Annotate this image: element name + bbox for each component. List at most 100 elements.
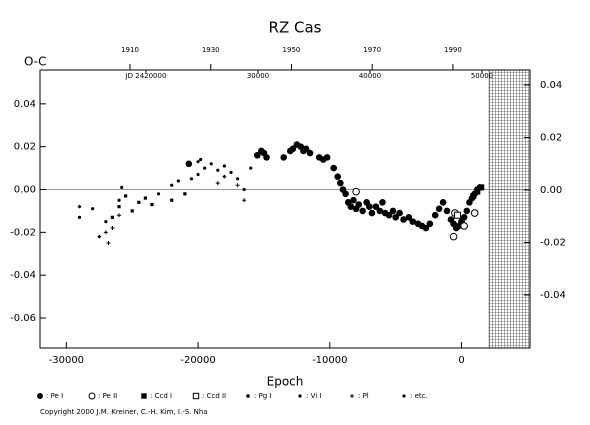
jd-tick-label: JD 2420000 [125,72,167,80]
year-tick-label: 1930 [202,46,220,54]
point [170,198,174,202]
y-tick-label: 0.04 [14,99,36,110]
point [209,162,213,166]
point [474,188,481,195]
year-tick-label: 1950 [283,46,301,54]
point [185,160,193,168]
chart-title: RZ Cas [269,19,322,37]
x-tick-label: -30000 [49,355,84,366]
point [254,151,261,159]
y2-tick-label: 0.02 [540,132,562,143]
point [306,149,314,157]
y-tick-label: 0.00 [14,185,36,196]
legend-marker [246,394,250,398]
y2-tick-label: 0.04 [540,80,562,91]
point [355,201,363,208]
point [91,207,95,211]
y2-tick-label: 0.00 [540,185,562,196]
point [110,215,115,219]
legend-marker [350,394,354,398]
point [249,166,253,170]
point [463,207,471,215]
point [216,168,220,172]
point [203,166,207,170]
legend-label: : Pe I [46,392,63,400]
point [352,187,360,196]
legend-label: : Ccd I [150,392,172,400]
shaded-region [488,69,531,349]
legend-marker [37,393,43,399]
point [235,183,240,188]
point [156,192,161,196]
y-tick-label: 0.02 [14,142,36,153]
point [385,211,393,219]
x-tick-label: -20000 [180,355,215,366]
point [229,170,233,174]
legend-label: : Pe II [98,392,117,400]
point [431,211,439,219]
point [478,184,485,191]
point [347,203,355,210]
legend-label: : etc. [410,392,428,400]
point [143,196,147,200]
point [263,154,270,161]
point [422,224,430,232]
point [368,209,376,217]
x-tick-label: 0 [458,355,464,366]
point [337,179,344,187]
point [106,241,111,246]
point [460,214,468,221]
y2-tick-label: -0.04 [540,290,566,301]
legend-label: : Pl [358,392,369,400]
point [97,234,102,239]
point [350,196,357,204]
year-tick-label: 1970 [363,46,381,54]
legend-marker [298,394,302,398]
point [280,154,287,161]
point [170,183,174,187]
y-tick-label: -0.02 [10,227,36,238]
point [196,172,200,177]
legend-label: : Vi I [306,392,321,400]
point [379,199,386,206]
point [342,190,349,198]
point [117,205,121,209]
x-tick-label: -10000 [312,355,347,366]
point [103,230,108,235]
point [117,213,122,218]
point [199,157,203,162]
point [366,203,373,210]
point [376,207,384,215]
point [77,204,82,209]
point [470,209,479,217]
point [124,194,128,198]
legend-marker [402,394,406,398]
point [435,205,443,213]
point [196,159,201,164]
point [222,174,227,179]
point [323,154,331,161]
jd-tick-label: 40000 [359,72,381,80]
point [117,198,121,202]
point [77,215,82,219]
jd-tick-label: 50000 [471,72,493,80]
y-tick-label: -0.04 [10,270,36,281]
point [439,199,447,206]
point [120,185,124,189]
point [189,177,194,181]
point [389,207,397,215]
point [176,179,180,183]
jd-tick-label: 30000 [247,72,269,80]
point [372,203,380,210]
legend-marker [88,392,96,400]
point [183,192,187,196]
year-tick-label: 1910 [121,46,139,54]
point [400,216,407,223]
point [392,214,399,221]
point [449,232,458,241]
plot-frame [39,69,531,349]
point [289,145,297,153]
point [396,209,403,217]
legend-label: : Ccd II [202,392,226,400]
